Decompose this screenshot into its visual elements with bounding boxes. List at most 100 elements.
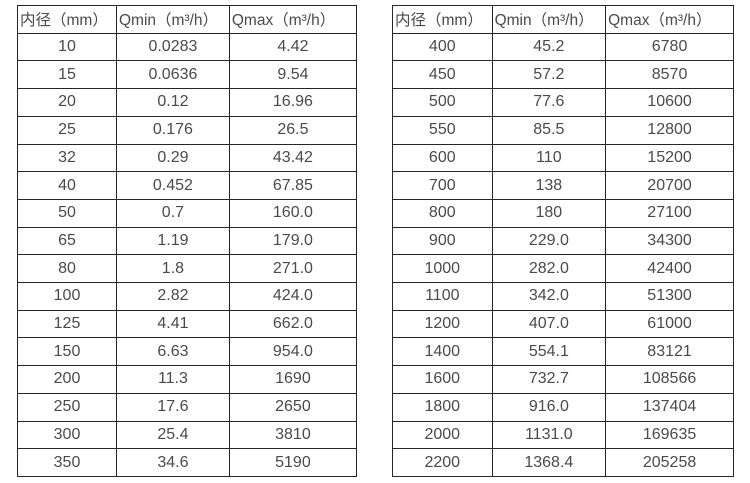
table-cell: 0.0283 xyxy=(115,32,230,62)
table-cell: 2200 xyxy=(392,448,493,477)
table-cell: 179.0 xyxy=(228,226,358,256)
table-row: 40 0.452 67.85 xyxy=(17,171,358,200)
table-cell: 8570 xyxy=(605,60,734,90)
table-cell: 350 xyxy=(17,448,117,477)
table-cell: 65 xyxy=(17,226,117,256)
table-cell: 407.0 xyxy=(491,309,607,339)
table-cell: 0.29 xyxy=(115,143,230,173)
table-cell: 45.2 xyxy=(491,32,607,62)
column-header: Qmax（m³/h） xyxy=(228,5,358,34)
table-cell: 27100 xyxy=(605,198,734,228)
table-cell: 138 xyxy=(491,171,607,200)
table-cell: 0.7 xyxy=(115,198,230,228)
table-cell: 600 xyxy=(392,143,493,173)
table-cell: 16.96 xyxy=(228,88,358,117)
table-cell: 4.41 xyxy=(115,309,230,339)
table-row: 150 6.63 954.0 xyxy=(17,337,358,367)
table-cell: 12800 xyxy=(605,115,734,145)
table-cell: 1690 xyxy=(228,365,358,394)
table-cell: 282.0 xyxy=(491,254,607,284)
table-cell: 40 xyxy=(17,171,117,200)
table-cell: 6.63 xyxy=(115,337,230,367)
table-cell: 1368.4 xyxy=(491,448,607,477)
table-cell: 43.42 xyxy=(228,143,358,173)
table-cell: 400 xyxy=(392,32,493,62)
header-row: 内径（mm） Qmin（m³/h） Qmax（m³/h） xyxy=(17,5,358,34)
table-cell: 11.3 xyxy=(115,365,230,394)
table-cell: 9.54 xyxy=(228,60,358,90)
table-cell: 17.6 xyxy=(115,392,230,422)
table-row: 1000 282.0 42400 xyxy=(392,254,734,284)
table-cell: 80 xyxy=(17,254,117,284)
table-cell: 450 xyxy=(392,60,493,90)
table-row: 65 1.19 179.0 xyxy=(17,226,358,256)
header-row: 内径（mm） Qmin（m³/h） Qmax（m³/h） xyxy=(392,5,734,34)
table-row: 10 0.0283 4.42 xyxy=(17,32,358,62)
table-cell: 1800 xyxy=(392,392,493,422)
table-cell: 110 xyxy=(491,143,607,173)
table-cell: 342.0 xyxy=(491,282,607,311)
table-cell: 83121 xyxy=(605,337,734,367)
table-cell: 32 xyxy=(17,143,117,173)
table-cell: 125 xyxy=(17,309,117,339)
table-cell: 2.82 xyxy=(115,282,230,311)
table-cell: 160.0 xyxy=(228,198,358,228)
table-row: 32 0.29 43.42 xyxy=(17,143,358,173)
table-cell: 800 xyxy=(392,198,493,228)
table-cell: 137404 xyxy=(605,392,734,422)
table-row: 500 77.6 10600 xyxy=(392,88,734,117)
table-cell: 732.7 xyxy=(491,365,607,394)
table-cell: 205258 xyxy=(605,448,734,477)
table-row: 25 0.176 26.5 xyxy=(17,115,358,145)
table-cell: 229.0 xyxy=(491,226,607,256)
table-cell: 0.176 xyxy=(115,115,230,145)
table-row: 20 0.12 16.96 xyxy=(17,88,358,117)
table-cell: 51300 xyxy=(605,282,734,311)
table-cell: 5190 xyxy=(228,448,358,477)
table-cell: 61000 xyxy=(605,309,734,339)
table-row: 125 4.41 662.0 xyxy=(17,309,358,339)
table-cell: 271.0 xyxy=(228,254,358,284)
table-cell: 1131.0 xyxy=(491,420,607,450)
table-row: 300 25.4 3810 xyxy=(17,420,358,450)
column-header: Qmin（m³/h） xyxy=(491,5,607,34)
table-cell: 250 xyxy=(17,392,117,422)
table-row: 200 11.3 1690 xyxy=(17,365,358,394)
column-header: 内径（mm） xyxy=(392,5,493,34)
table-cell: 0.12 xyxy=(115,88,230,117)
table-cell: 10600 xyxy=(605,88,734,117)
table-cell: 2650 xyxy=(228,392,358,422)
table-row: 1600 732.7 108566 xyxy=(392,365,734,394)
table-row: 1400 554.1 83121 xyxy=(392,337,734,367)
table-cell: 1100 xyxy=(392,282,493,311)
table-cell: 1200 xyxy=(392,309,493,339)
table-cell: 15200 xyxy=(605,143,734,173)
table-cell: 34.6 xyxy=(115,448,230,477)
table-cell: 20 xyxy=(17,88,117,117)
table-cell: 100 xyxy=(17,282,117,311)
table-row: 100 2.82 424.0 xyxy=(17,282,358,311)
table-cell: 0.452 xyxy=(115,171,230,200)
table-cell: 1.19 xyxy=(115,226,230,256)
table-cell: 10 xyxy=(17,32,117,62)
table-cell: 300 xyxy=(17,420,117,450)
table-cell: 34300 xyxy=(605,226,734,256)
table-cell: 67.85 xyxy=(228,171,358,200)
table-row: 2200 1368.4 205258 xyxy=(392,448,734,477)
table-cell: 1000 xyxy=(392,254,493,284)
table-row: 600 110 15200 xyxy=(392,143,734,173)
table-row: 250 17.6 2650 xyxy=(17,392,358,422)
table-cell: 25 xyxy=(17,115,117,145)
table-cell: 25.4 xyxy=(115,420,230,450)
flow-spec-table-small-diameters: 内径（mm） Qmin（m³/h） Qmax（m³/h） 10 0.0283 4.42 1… xyxy=(17,5,358,477)
table-row: 1800 916.0 137404 xyxy=(392,392,734,422)
column-header: Qmax（m³/h） xyxy=(605,5,734,34)
table-cell: 200 xyxy=(17,365,117,394)
table-row: 80 1.8 271.0 xyxy=(17,254,358,284)
table-cell: 180 xyxy=(491,198,607,228)
table-row: 400 45.2 6780 xyxy=(392,32,734,62)
table-row: 1200 407.0 61000 xyxy=(392,309,734,339)
table-cell: 554.1 xyxy=(491,337,607,367)
table-row: 900 229.0 34300 xyxy=(392,226,734,256)
table-cell: 1600 xyxy=(392,365,493,394)
